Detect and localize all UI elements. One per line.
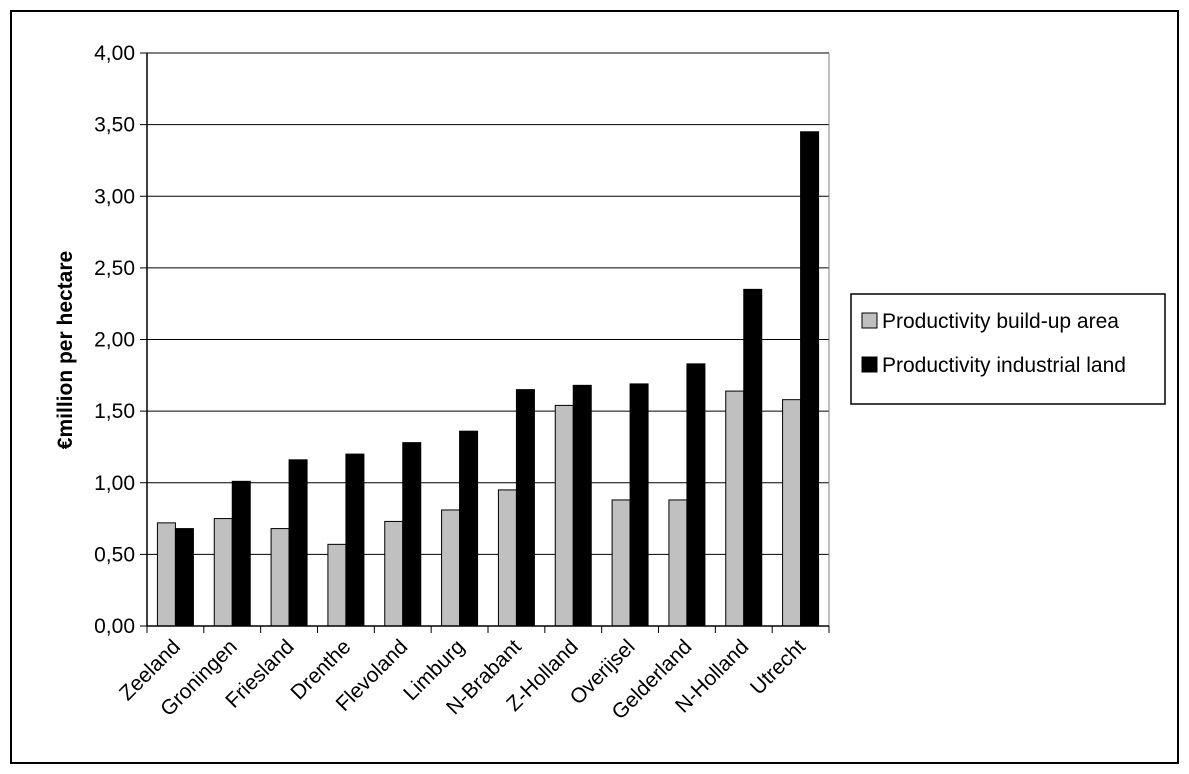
bar: [270, 528, 290, 627]
legend-swatch: [861, 312, 878, 329]
bar: [288, 459, 308, 627]
bar: [213, 518, 233, 627]
bar: [686, 363, 706, 627]
bar: [402, 442, 422, 627]
bar: [156, 522, 176, 627]
chart-frame: 0,00 0,50 1,00 1,50 2,00 2,50 3,00 3,50 4,00 Zee…: [10, 10, 1179, 764]
bar-chart: 0,00 0,50 1,00 1,50 2,00 2,50 3,00 3,50 4,00 Zee…: [54, 42, 1166, 724]
y-tick-label: 1,00: [94, 472, 135, 495]
legend: Productivity build-up area Productivity i…: [850, 293, 1166, 405]
legend-box: [850, 293, 1166, 405]
bar: [725, 390, 745, 627]
bar: [384, 520, 404, 627]
y-tick-label: 0,00: [94, 615, 135, 638]
y-tick-label: 4,00: [94, 42, 135, 65]
bar: [441, 509, 461, 627]
bars: [156, 131, 820, 627]
bar: [782, 399, 802, 627]
bar: [459, 430, 479, 627]
y-tick-label: 2,50: [94, 257, 135, 280]
bar: [515, 389, 535, 627]
x-tick-labels: ZeelandGroningenFrieslandDrentheFlevolan…: [115, 635, 810, 724]
bar: [572, 384, 592, 627]
legend-swatch: [861, 356, 878, 373]
bar: [743, 288, 763, 627]
bar: [611, 499, 631, 627]
bar: [327, 543, 347, 627]
legend-label: Productivity build-up area: [882, 310, 1119, 333]
bar: [629, 383, 649, 627]
bar: [668, 499, 688, 627]
y-tick-label: 0,50: [94, 543, 135, 566]
y-tick-labels: 0,00 0,50 1,00 1,50 2,00 2,50 3,00 3,50 4,00: [94, 42, 135, 638]
y-tick-label: 1,50: [94, 400, 135, 423]
y-tick-label: 2,00: [94, 329, 135, 352]
axes: [140, 52, 830, 633]
bar: [554, 404, 574, 627]
bar: [800, 131, 820, 627]
x-tick-label: Utrecht: [746, 635, 810, 699]
y-axis-label: €million per hectare: [54, 251, 77, 449]
legend-label: Productivity industrial land: [882, 354, 1126, 377]
bar: [497, 489, 517, 627]
bar: [174, 528, 194, 627]
y-tick-label: 3,00: [94, 185, 135, 208]
y-tick-label: 3,50: [94, 114, 135, 137]
bar: [345, 453, 365, 627]
bar: [231, 480, 251, 627]
gridlines: [147, 52, 830, 626]
